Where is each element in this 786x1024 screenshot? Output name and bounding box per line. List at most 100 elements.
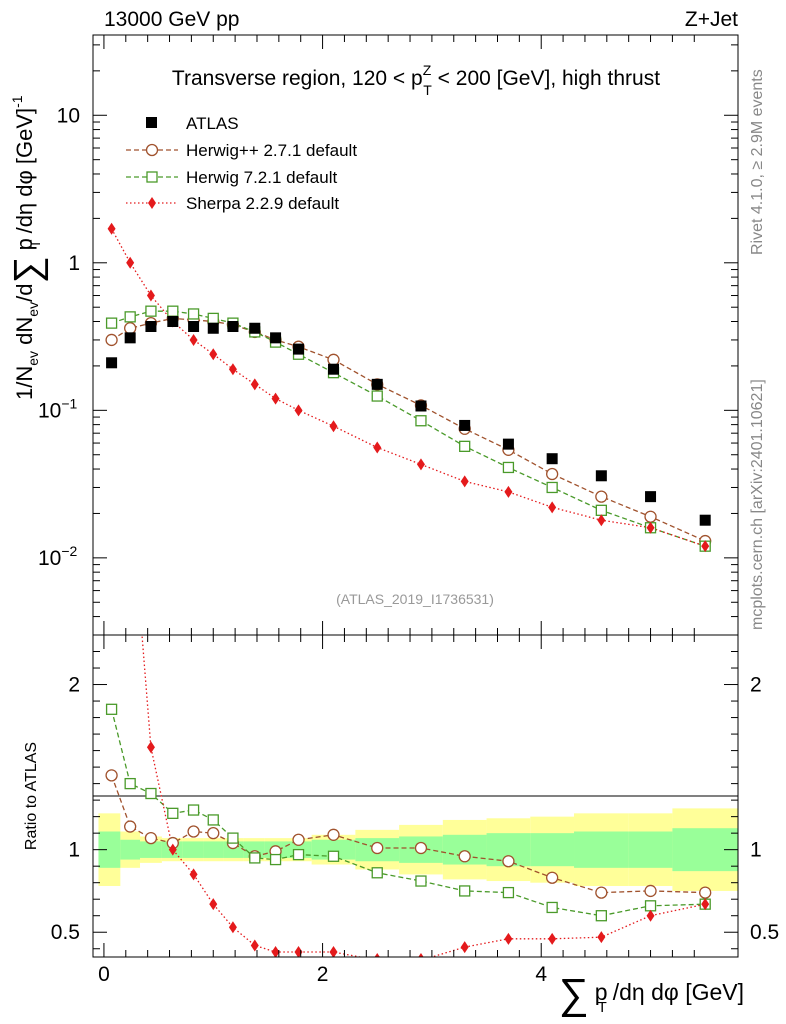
ratio-point-herwig-7-2-1-default <box>327 850 340 862</box>
main-y-tick-label: 10−2 <box>38 543 78 570</box>
analysis-watermark: (ATLAS_2019_I1736531) <box>336 591 494 607</box>
main-point-herwig-7-2-1-default <box>105 317 118 329</box>
ratio-point-sherpa-2-2-9-default <box>271 946 280 957</box>
x-tick-label: 2 <box>317 963 329 986</box>
main-point-sherpa-2-2-9-default <box>189 333 198 346</box>
ratio-point-herwig-2-7-1-default <box>327 828 340 841</box>
ratio-point-sherpa-2-2-9-default <box>504 932 513 945</box>
ratio-point-sherpa-2-2-9-default <box>418 953 424 957</box>
ratio-point-herwig-2-7-1-default <box>414 841 428 855</box>
ratio-series-clipped <box>105 635 712 957</box>
main-point-sherpa-2-2-9-default <box>107 222 116 235</box>
main-point-herwig-2-7-1-default <box>124 322 137 335</box>
main-point-atlas <box>645 491 657 503</box>
legend-item-herwig7: Herwig 7.2.1 default <box>126 168 337 187</box>
ratio-point-herwig-7-2-1-default <box>595 910 607 922</box>
main-point-atlas <box>595 470 607 482</box>
ratio-band-inner <box>203 841 224 858</box>
main-point-herwig-7-2-1-default <box>459 440 471 452</box>
ratio-point-sherpa-2-2-9-default <box>168 843 177 856</box>
main-y-axis-label: 1/Nev dNev/d∑ pT /dη dφ [GeV]-1 <box>7 95 49 400</box>
legend-item-atlas: ATLAS <box>146 114 239 133</box>
main-panel: 10 1 10−1 10−2 Transverse region, 120 < pZ T… <box>7 34 739 636</box>
main-point-sherpa-2-2-9-default <box>373 441 382 454</box>
ratio-band-inner <box>530 833 575 867</box>
main-point-atlas <box>371 378 383 390</box>
main-point-atlas <box>546 453 558 465</box>
legend-item-sherpa: Sherpa 2.2.9 default <box>126 194 339 213</box>
main-point-herwig-7-2-1-default <box>124 311 136 323</box>
ratio-point-herwig-7-2-1-default <box>459 885 471 897</box>
x-tick-label: 0 <box>98 963 110 986</box>
ratio-point-herwig-7-2-1-default <box>269 853 282 866</box>
ratio-y-tick-label: 1 <box>68 839 80 862</box>
main-point-atlas <box>167 316 179 328</box>
main-point-atlas <box>328 363 340 375</box>
ratio-band-inner <box>311 839 356 860</box>
main-line-sherpa-2-2-9-default <box>111 228 706 547</box>
ratio-y-tick-label: 2 <box>68 674 80 697</box>
ratio-point-herwig-7-2-1-default <box>249 852 261 864</box>
main-point-herwig-7-2-1-default <box>145 305 157 317</box>
ratio-point-herwig-2-7-1-default <box>292 833 305 846</box>
ratio-point-sherpa-2-2-9-default <box>146 741 155 754</box>
ratio-point-sherpa-2-2-9-default <box>228 921 237 934</box>
legend-marker-sherpa <box>148 197 156 209</box>
main-point-atlas <box>207 322 219 334</box>
main-y-tick-label: 10 <box>57 104 80 127</box>
main-point-sherpa-2-2-9-default <box>504 485 513 498</box>
ratio-y-tick-label-right: 0.5 <box>750 921 779 944</box>
ratio-point-sherpa-2-2-9-default <box>294 946 303 957</box>
main-y-tick-label: 1 <box>68 252 80 275</box>
mcplots-label: mcplots.cern.ch [arXiv:2401.10621] <box>749 379 766 630</box>
legend-marker-herwigpp <box>145 143 159 157</box>
ratio-point-herwig-7-2-1-default <box>371 867 383 879</box>
main-point-sherpa-2-2-9-default <box>329 420 338 433</box>
ratio-point-herwig-2-7-1-default <box>502 855 515 868</box>
ratio-y-tick-label-right: 2 <box>750 674 762 697</box>
main-axis-ticks <box>93 35 738 636</box>
ratio-point-sherpa-2-2-9-default <box>460 941 469 954</box>
ratio-band-inner <box>628 831 673 868</box>
ratio-point-herwig-2-7-1-default <box>144 831 158 845</box>
main-point-sherpa-2-2-9-default <box>701 540 710 553</box>
legend-label-sherpa: Sherpa 2.2.9 default <box>186 194 339 213</box>
main-point-atlas <box>502 438 514 450</box>
ratio-point-herwig-7-2-1-default <box>207 814 219 826</box>
main-point-atlas <box>293 343 305 355</box>
ratio-point-herwig-7-2-1-default <box>502 886 515 899</box>
ratio-band-inner <box>98 831 121 868</box>
ratio-point-sherpa-2-2-9-default <box>646 909 655 922</box>
main-point-atlas <box>227 321 239 333</box>
main-point-sherpa-2-2-9-default <box>209 348 218 361</box>
header-left: 13000 GeV pp <box>104 8 239 31</box>
legend-label-herwig7: Herwig 7.2.1 default <box>186 168 337 187</box>
main-point-herwig-7-2-1-default <box>415 415 427 427</box>
ratio-band-inner <box>182 841 204 858</box>
x-axis-label: ∑ p T/dη dφ [GeV] <box>559 970 744 1017</box>
main-line-herwig-2-7-1-default <box>111 317 706 542</box>
main-point-sherpa-2-2-9-default <box>548 501 557 514</box>
ratio-panel: 2 2 1 1 0.5 0.5 0 2 4 Ratio to ATLAS ∑ p T/dη dφ [… <box>23 634 779 1017</box>
ratio-point-herwig-7-2-1-default <box>124 777 136 790</box>
ratio-point-herwig-2-7-1-default <box>371 841 384 855</box>
main-point-sherpa-2-2-9-default <box>146 289 155 302</box>
main-point-sherpa-2-2-9-default <box>294 404 303 417</box>
main-point-sherpa-2-2-9-default <box>460 475 469 488</box>
ratio-point-sherpa-2-2-9-default <box>701 898 710 911</box>
ratio-point-herwig-2-7-1-default <box>595 886 608 899</box>
legend-label-herwigpp: Herwig++ 2.7.1 default <box>186 141 357 160</box>
ratio-point-herwig-7-2-1-default <box>187 804 200 816</box>
main-point-sherpa-2-2-9-default <box>416 458 425 471</box>
legend-marker-atlas <box>146 117 157 128</box>
main-point-herwig-2-7-1-default <box>327 353 340 366</box>
ratio-y-axis-label: Ratio to ATLAS <box>23 742 40 850</box>
legend-marker-herwig7 <box>146 171 158 183</box>
ratio-tick-labels: 2 2 1 1 0.5 0.5 0 2 4 <box>51 674 779 986</box>
main-line-herwig-7-2-1-default <box>111 310 706 547</box>
main-y-tick-label: 10−1 <box>38 395 78 422</box>
ratio-point-herwig-7-2-1-default <box>292 848 305 861</box>
plot-title: Transverse region, 120 < pZ T < 200 [GeV]… <box>172 62 660 98</box>
main-point-sherpa-2-2-9-default <box>271 392 280 405</box>
ratio-point-herwig-2-7-1-default <box>207 827 220 840</box>
